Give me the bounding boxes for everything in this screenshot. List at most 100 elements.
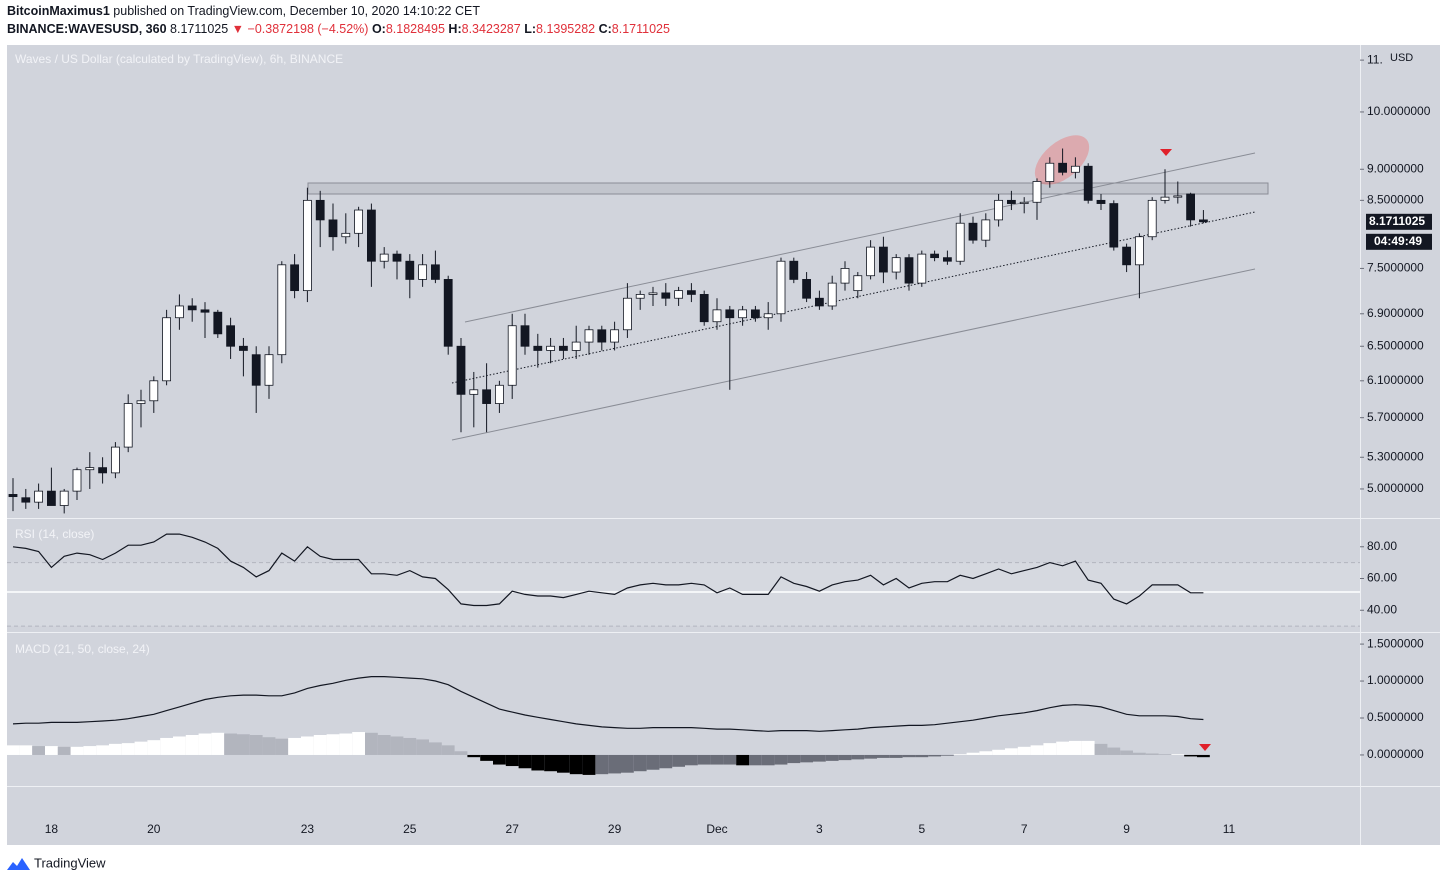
histogram-bar xyxy=(224,733,237,755)
candle-body xyxy=(213,311,223,335)
histogram-bar xyxy=(1081,740,1095,755)
candle-body xyxy=(546,345,555,351)
histogram-bar xyxy=(889,754,903,758)
histogram-bar xyxy=(185,735,199,755)
candle-body xyxy=(917,253,927,284)
candle-body xyxy=(1147,199,1157,238)
histogram-bar xyxy=(121,743,135,755)
y-tick-label: 5.7000000 xyxy=(1367,410,1424,424)
candle-body xyxy=(648,292,658,295)
candle-body xyxy=(994,199,1003,221)
logo xyxy=(7,858,30,870)
drawings xyxy=(7,135,1360,751)
candle-body xyxy=(751,309,760,319)
candle-body xyxy=(1083,165,1093,201)
candle-body xyxy=(21,497,31,503)
histogram-bar xyxy=(761,754,775,766)
histogram-bar xyxy=(57,746,71,755)
candle-body xyxy=(610,329,619,343)
candle-body xyxy=(1019,201,1029,204)
histogram-bar xyxy=(1197,754,1210,758)
histogram-bar xyxy=(723,754,737,765)
y-tick-label: 11. xyxy=(1367,52,1383,66)
candle-body xyxy=(59,490,69,506)
histogram-bar xyxy=(595,754,609,775)
histogram-bar xyxy=(96,745,109,755)
quote-value: 8.1828495 xyxy=(386,22,445,36)
quote-value: 8.1395282 xyxy=(536,22,595,36)
histogram-bar xyxy=(19,745,33,755)
candle-body xyxy=(891,257,901,273)
histogram-bar xyxy=(992,749,1005,755)
histogram-bar xyxy=(1056,741,1069,755)
candle-body xyxy=(1058,162,1067,173)
histogram-bar xyxy=(441,745,455,755)
footer: TradingView xyxy=(7,855,106,870)
candle-body xyxy=(533,345,543,351)
histogram-bar xyxy=(1094,743,1108,755)
y-tick-label: 5.0000000 xyxy=(1367,481,1424,495)
x-tick-label: 18 xyxy=(45,822,59,836)
histogram-bar xyxy=(493,754,506,765)
histogram-bar xyxy=(928,754,941,757)
y-tick-label: 0.5000000 xyxy=(1367,710,1424,724)
candle-body xyxy=(904,257,914,284)
histogram-bar xyxy=(685,754,698,766)
candle-body xyxy=(354,209,364,234)
histogram-bar xyxy=(377,735,391,755)
histogram-bar xyxy=(237,734,250,755)
histogram-bar xyxy=(211,732,225,755)
y-tick-label: 60.00 xyxy=(1367,571,1397,585)
quote-line: BINANCE:WAVESUSD, 360 8.1711025 ▼ −0.387… xyxy=(7,22,670,36)
candle-body xyxy=(520,325,530,347)
candle-body xyxy=(238,345,248,351)
histogram-bar xyxy=(467,754,481,758)
histogram-bar xyxy=(1171,754,1185,755)
candle-body xyxy=(1096,199,1106,204)
histogram-bar xyxy=(1133,752,1146,755)
histogram-bar xyxy=(1043,743,1057,755)
histogram-bar xyxy=(109,743,122,755)
x-tick-label: 7 xyxy=(1021,822,1028,836)
candle-body xyxy=(418,264,428,280)
histogram-bar xyxy=(365,732,378,755)
candle-body xyxy=(226,325,236,347)
x-tick-label: 5 xyxy=(918,822,925,836)
histogram-bar xyxy=(198,733,212,755)
x-tick-label: 25 xyxy=(403,822,417,836)
histogram-bar xyxy=(301,736,314,755)
candle-body xyxy=(111,446,120,474)
macd-line xyxy=(12,676,1204,732)
candle-body xyxy=(930,253,939,259)
y-tick-label: 6.9000000 xyxy=(1367,306,1424,320)
candle-body xyxy=(392,253,402,262)
candle-body xyxy=(571,341,581,351)
countdown-box xyxy=(1366,233,1432,250)
histogram-bar xyxy=(582,754,596,775)
histogram-bar xyxy=(915,754,929,758)
candle-body xyxy=(264,354,274,386)
y-tick-label: 40.00 xyxy=(1367,602,1397,616)
candle-body xyxy=(290,264,300,292)
histogram-bar xyxy=(339,733,353,755)
candle-body xyxy=(981,219,991,241)
candle-body xyxy=(623,297,632,331)
candle-body xyxy=(72,469,82,492)
y-tick-label: 8.5000000 xyxy=(1367,193,1424,207)
candle-body xyxy=(559,345,568,351)
rsi-title: RSI (14, close) xyxy=(15,527,94,541)
histogram-bar xyxy=(953,754,967,755)
y-tick-label: 6.1000000 xyxy=(1367,373,1424,387)
candle-body xyxy=(584,329,594,343)
histogram-bar xyxy=(83,746,97,755)
histogram-bar xyxy=(429,742,442,755)
x-tick-label: 3 xyxy=(816,822,823,836)
histogram-bar xyxy=(70,746,84,755)
brand: TradingView xyxy=(34,855,106,870)
candle-body xyxy=(661,292,671,299)
histogram-bar xyxy=(1120,750,1133,755)
chart-title: Waves / US Dollar (calculated by Trading… xyxy=(15,52,343,66)
histogram-bar xyxy=(531,754,545,771)
histogram-bar xyxy=(1107,747,1121,755)
histogram-bar xyxy=(557,754,570,773)
